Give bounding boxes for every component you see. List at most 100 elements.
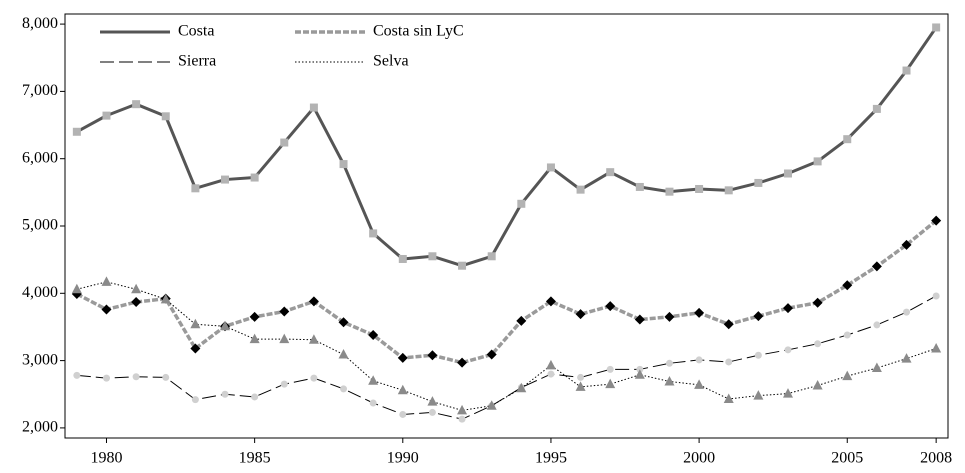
data-point: [694, 307, 705, 318]
data-point: [280, 380, 288, 388]
data-point: [577, 373, 585, 381]
data-point: [545, 296, 556, 307]
y-tick-label: 4,000: [22, 284, 58, 301]
legend-label: Sierra: [178, 53, 216, 70]
data-point: [131, 283, 142, 294]
data-point: [871, 261, 882, 272]
data-point: [695, 356, 703, 364]
series-line: [76, 26, 938, 268]
data-point: [634, 314, 645, 325]
data-point: [191, 184, 200, 193]
data-point: [249, 311, 260, 322]
data-point: [782, 388, 793, 398]
x-tick-label: 1995: [535, 450, 567, 467]
data-point: [428, 408, 436, 416]
data-point: [931, 215, 942, 226]
series-line: [76, 295, 937, 420]
data-point: [902, 66, 911, 75]
x-tick-label: 1990: [387, 450, 419, 467]
data-point: [368, 330, 379, 341]
data-point: [754, 351, 762, 359]
y-tick-label: 5,000: [22, 217, 58, 234]
data-point: [428, 252, 437, 261]
data-point: [251, 393, 259, 401]
data-point: [606, 365, 614, 373]
data-point: [160, 293, 171, 304]
data-point: [932, 292, 940, 300]
data-point: [162, 373, 170, 381]
data-point: [901, 239, 912, 250]
data-point: [546, 163, 555, 172]
data-point: [398, 254, 407, 263]
data-point: [249, 333, 260, 344]
data-point: [221, 390, 229, 398]
data-point: [516, 382, 527, 393]
y-tick-label: 6,000: [22, 149, 58, 166]
data-point: [871, 362, 882, 373]
data-point: [606, 168, 615, 177]
legend-label: Costa sin LyC: [373, 23, 464, 40]
data-point: [872, 104, 881, 113]
data-point: [369, 399, 377, 407]
series-line: [76, 281, 937, 411]
data-point: [339, 160, 348, 169]
data-point: [665, 187, 674, 196]
data-point: [427, 350, 438, 361]
data-point: [399, 410, 407, 418]
series-line: [76, 219, 938, 365]
data-point: [279, 333, 290, 344]
data-point: [457, 404, 468, 415]
data-point: [486, 349, 497, 360]
data-point: [932, 23, 941, 32]
data-point: [132, 100, 141, 109]
data-point: [308, 296, 319, 307]
data-point: [73, 371, 81, 379]
data-point: [575, 381, 586, 391]
data-point: [843, 331, 851, 339]
data-point: [340, 385, 348, 393]
data-point: [279, 306, 290, 317]
data-point: [369, 229, 378, 238]
data-point: [695, 184, 704, 193]
data-point: [427, 396, 438, 406]
data-point: [753, 311, 764, 322]
data-point: [782, 303, 793, 314]
data-point: [131, 297, 142, 308]
data-point: [843, 135, 852, 144]
data-point: [547, 370, 555, 378]
data-point: [132, 373, 140, 381]
y-tick-label: 3,000: [22, 351, 58, 368]
data-point: [725, 358, 733, 366]
x-tick-label: 1980: [90, 450, 122, 467]
data-point: [754, 178, 763, 187]
data-point: [664, 375, 675, 386]
data-point: [221, 175, 230, 184]
data-point: [397, 352, 408, 363]
data-point: [575, 309, 586, 320]
data-point: [901, 353, 912, 363]
data-point: [545, 359, 556, 370]
data-point: [458, 261, 467, 270]
data-point: [842, 370, 853, 381]
data-point: [723, 393, 734, 403]
data-point: [190, 318, 201, 329]
data-point: [338, 349, 349, 359]
data-point: [605, 301, 616, 312]
data-point: [220, 320, 231, 331]
data-point: [368, 375, 379, 385]
data-point: [71, 283, 82, 294]
x-tick-label: 2000: [683, 450, 715, 467]
data-point: [812, 297, 823, 308]
data-point: [814, 340, 822, 348]
data-point: [635, 182, 644, 191]
data-point: [605, 378, 616, 389]
data-point: [516, 315, 527, 326]
data-point: [724, 186, 733, 195]
y-tick-label: 8,000: [22, 15, 58, 32]
data-point: [310, 374, 318, 382]
data-point: [576, 185, 585, 194]
x-tick-label: 1985: [239, 450, 271, 467]
data-point: [634, 369, 645, 379]
y-tick-label: 2,000: [22, 419, 58, 436]
